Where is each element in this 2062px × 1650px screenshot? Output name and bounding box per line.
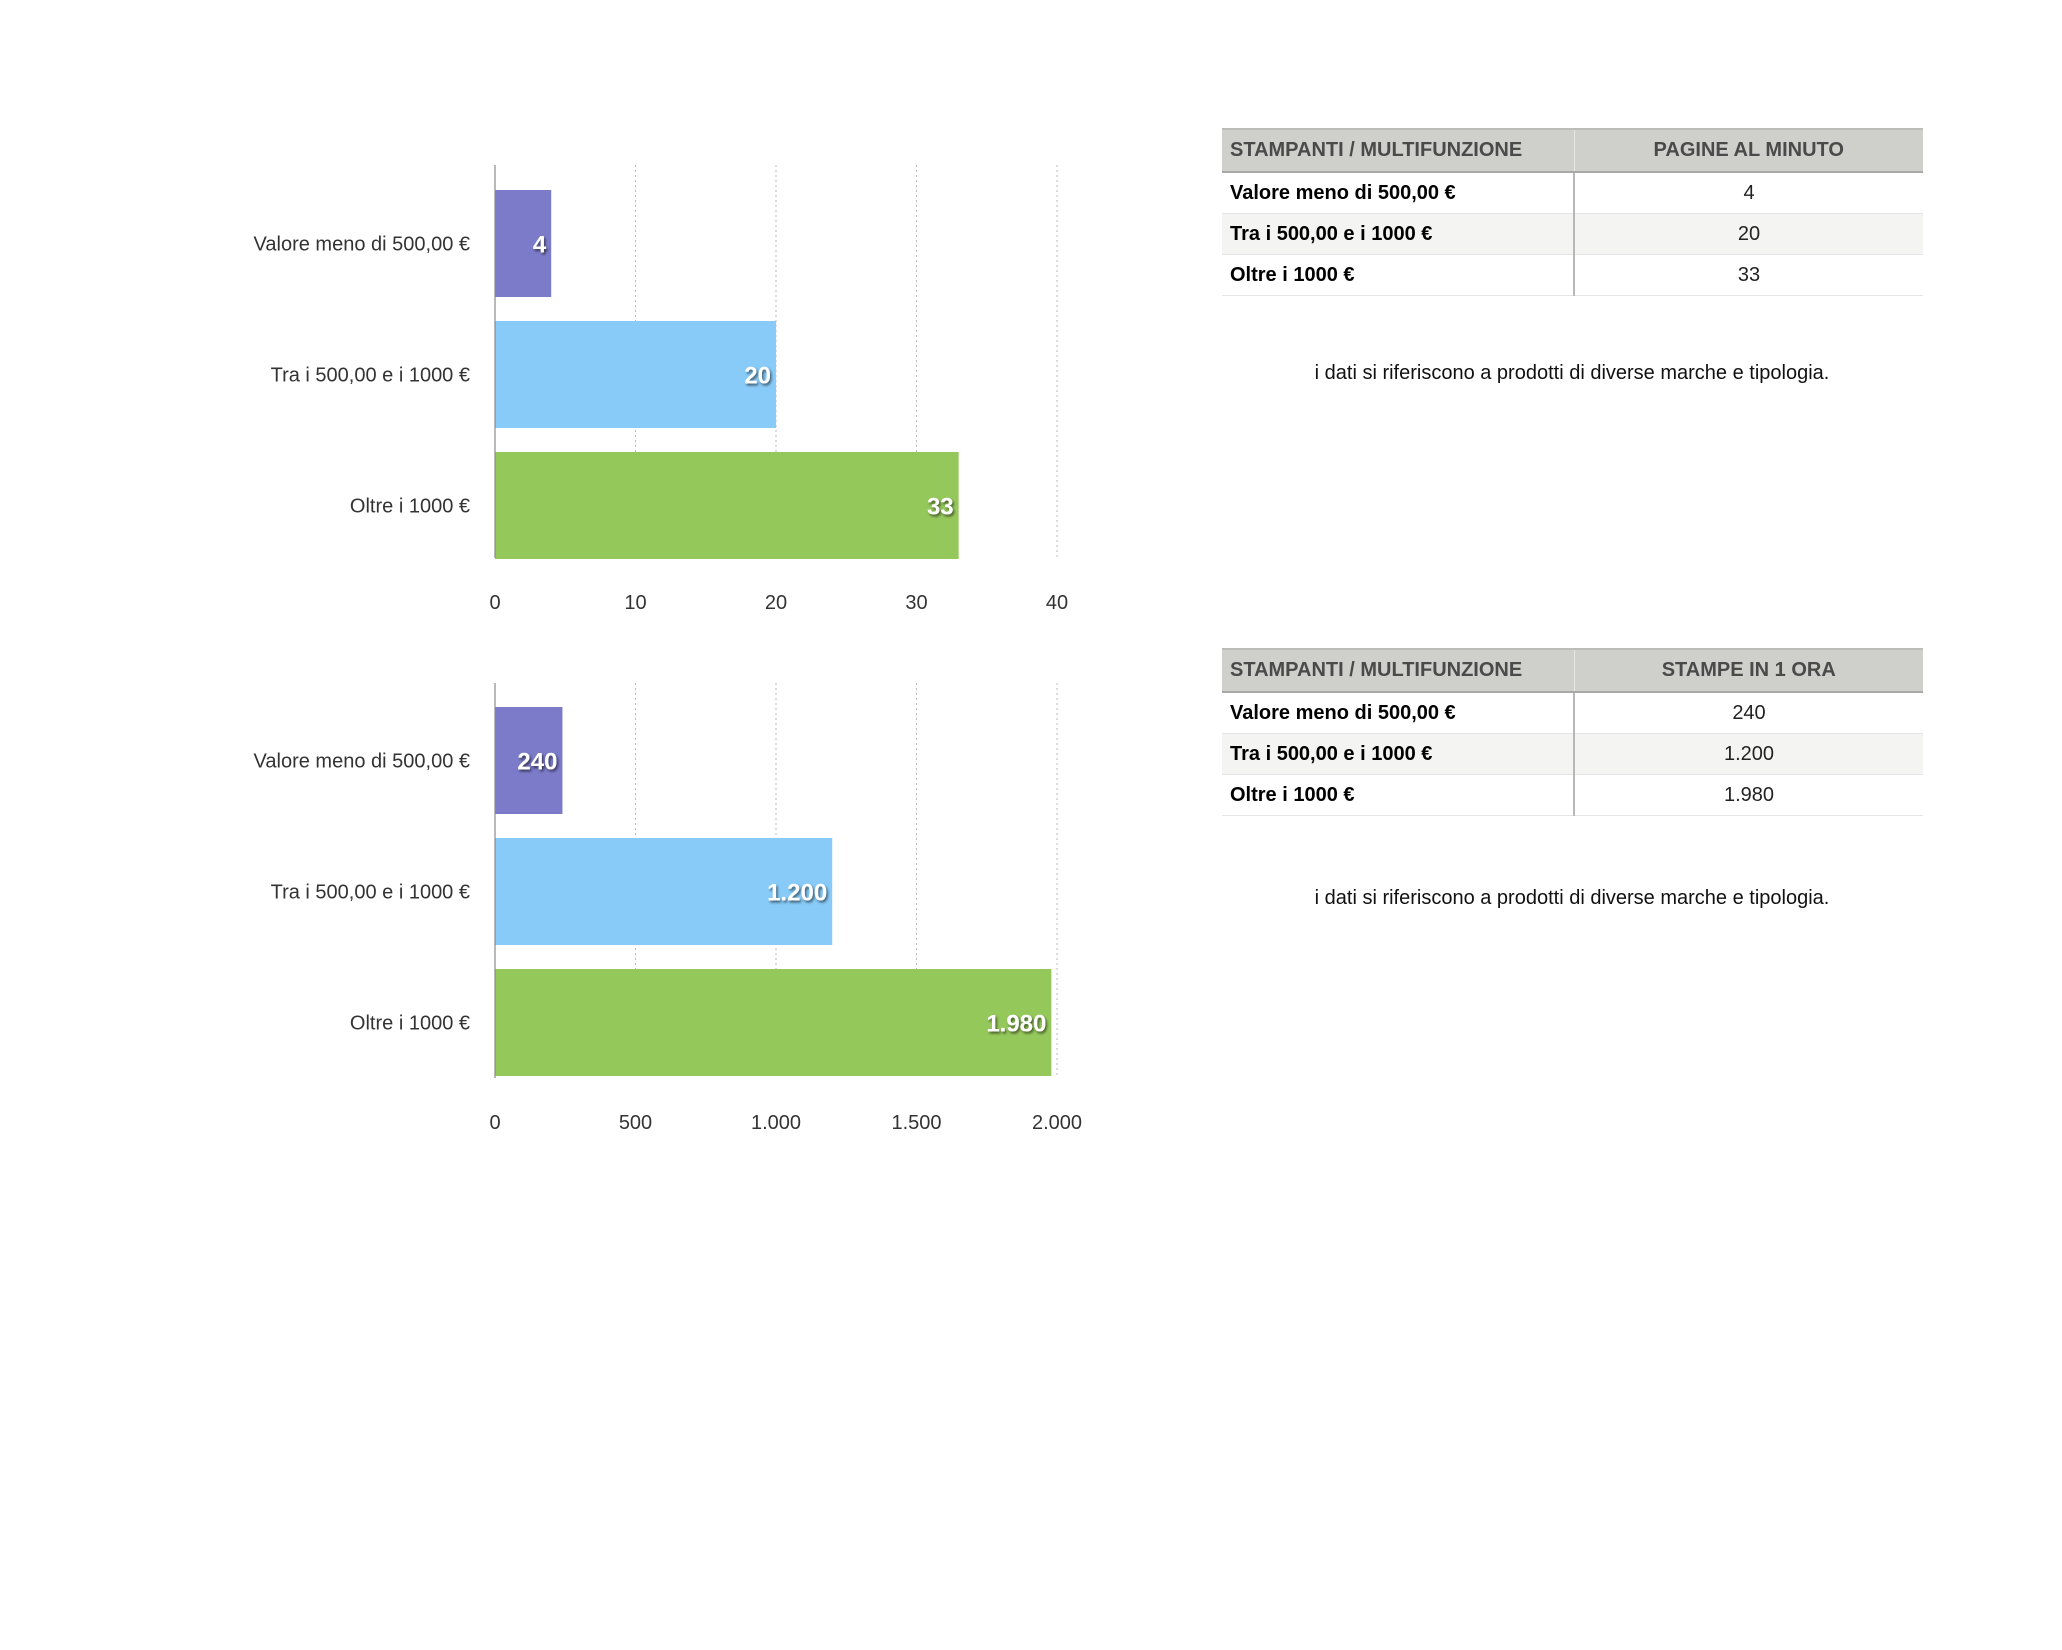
- pages-per-minute-table: STAMPANTI / MULTIFUNZIONE PAGINE AL MINU…: [1222, 128, 1923, 296]
- category-label: Tra i 500,00 e i 1000 €: [271, 365, 470, 387]
- bar: [495, 321, 776, 428]
- tick-label: 1.000: [751, 1112, 801, 1134]
- row-value: 33: [1574, 254, 1923, 296]
- table-header-row: STAMPANTI / MULTIFUNZIONE STAMPE IN 1 OR…: [1222, 648, 1923, 693]
- table-header-row: STAMPANTI / MULTIFUNZIONE PAGINE AL MINU…: [1222, 128, 1923, 173]
- table-row: Tra i 500,00 e i 1000 € 1.200: [1222, 733, 1923, 775]
- row-category: Valore meno di 500,00 €: [1222, 692, 1575, 734]
- category-label: Valore meno di 500,00 €: [254, 234, 470, 256]
- header-value: STAMPE IN 1 ORA: [1574, 648, 1923, 693]
- tick-label: 10: [624, 592, 646, 614]
- row-value: 1.200: [1574, 733, 1923, 775]
- data-label: 240: [517, 749, 557, 776]
- row-category: Tra i 500,00 e i 1000 €: [1222, 733, 1575, 775]
- row-category: Tra i 500,00 e i 1000 €: [1222, 213, 1575, 255]
- bar: [495, 190, 552, 297]
- tick-label: 0: [489, 592, 500, 614]
- table-row: Valore meno di 500,00 € 240: [1222, 692, 1923, 734]
- header-category: STAMPANTI / MULTIFUNZIONE: [1222, 648, 1575, 693]
- row-category: Oltre i 1000 €: [1222, 774, 1575, 816]
- prints-per-hour-chart: Valore meno di 500,00 € 240 Tra i 500,00 e…: [254, 683, 1082, 1134]
- bar: [495, 838, 833, 945]
- prints-per-hour-table: STAMPANTI / MULTIFUNZIONE STAMPE IN 1 OR…: [1222, 648, 1923, 816]
- tick-label: 20: [765, 592, 787, 614]
- data-label: 1.980: [986, 1011, 1046, 1038]
- row-category: Valore meno di 500,00 €: [1222, 172, 1575, 214]
- header-category: STAMPANTI / MULTIFUNZIONE: [1222, 128, 1575, 173]
- data-label: 1.200: [767, 880, 827, 907]
- row-value: 1.980: [1574, 774, 1923, 816]
- tick-label: 30: [905, 592, 927, 614]
- table-row: Oltre i 1000 € 1.980: [1222, 774, 1923, 816]
- bar: [495, 707, 563, 814]
- pages-per-minute-chart: Valore meno di 500,00 € 4 Tra i 500,00 e i…: [254, 165, 1068, 614]
- tick-label: 500: [619, 1112, 652, 1134]
- table-row: Oltre i 1000 € 33: [1222, 254, 1923, 296]
- tick-label: 1.500: [891, 1112, 941, 1134]
- category-label: Oltre i 1000 €: [350, 496, 470, 518]
- row-category: Oltre i 1000 €: [1222, 254, 1575, 296]
- row-value: 4: [1574, 172, 1923, 214]
- data-label: 4: [533, 232, 547, 259]
- tick-label: 0: [489, 1112, 500, 1134]
- table-note: i dati si riferiscono a prodotti di dive…: [1314, 362, 1830, 384]
- row-value: 240: [1574, 692, 1923, 734]
- table-row: Tra i 500,00 e i 1000 € 20: [1222, 213, 1923, 255]
- bar: [495, 452, 959, 559]
- bar: [495, 969, 1052, 1076]
- row-value: 20: [1574, 213, 1923, 255]
- category-label: Oltre i 1000 €: [350, 1013, 470, 1035]
- data-label: 33: [927, 494, 954, 521]
- tick-label: 2.000: [1032, 1112, 1082, 1134]
- tick-label: 40: [1046, 592, 1068, 614]
- category-label: Tra i 500,00 e i 1000 €: [271, 882, 470, 904]
- header-value: PAGINE AL MINUTO: [1574, 128, 1923, 173]
- table-note: i dati si riferiscono a prodotti di dive…: [1314, 887, 1830, 909]
- table-row: Valore meno di 500,00 € 4: [1222, 172, 1923, 214]
- data-label: 20: [744, 363, 771, 390]
- category-label: Valore meno di 500,00 €: [254, 751, 470, 773]
